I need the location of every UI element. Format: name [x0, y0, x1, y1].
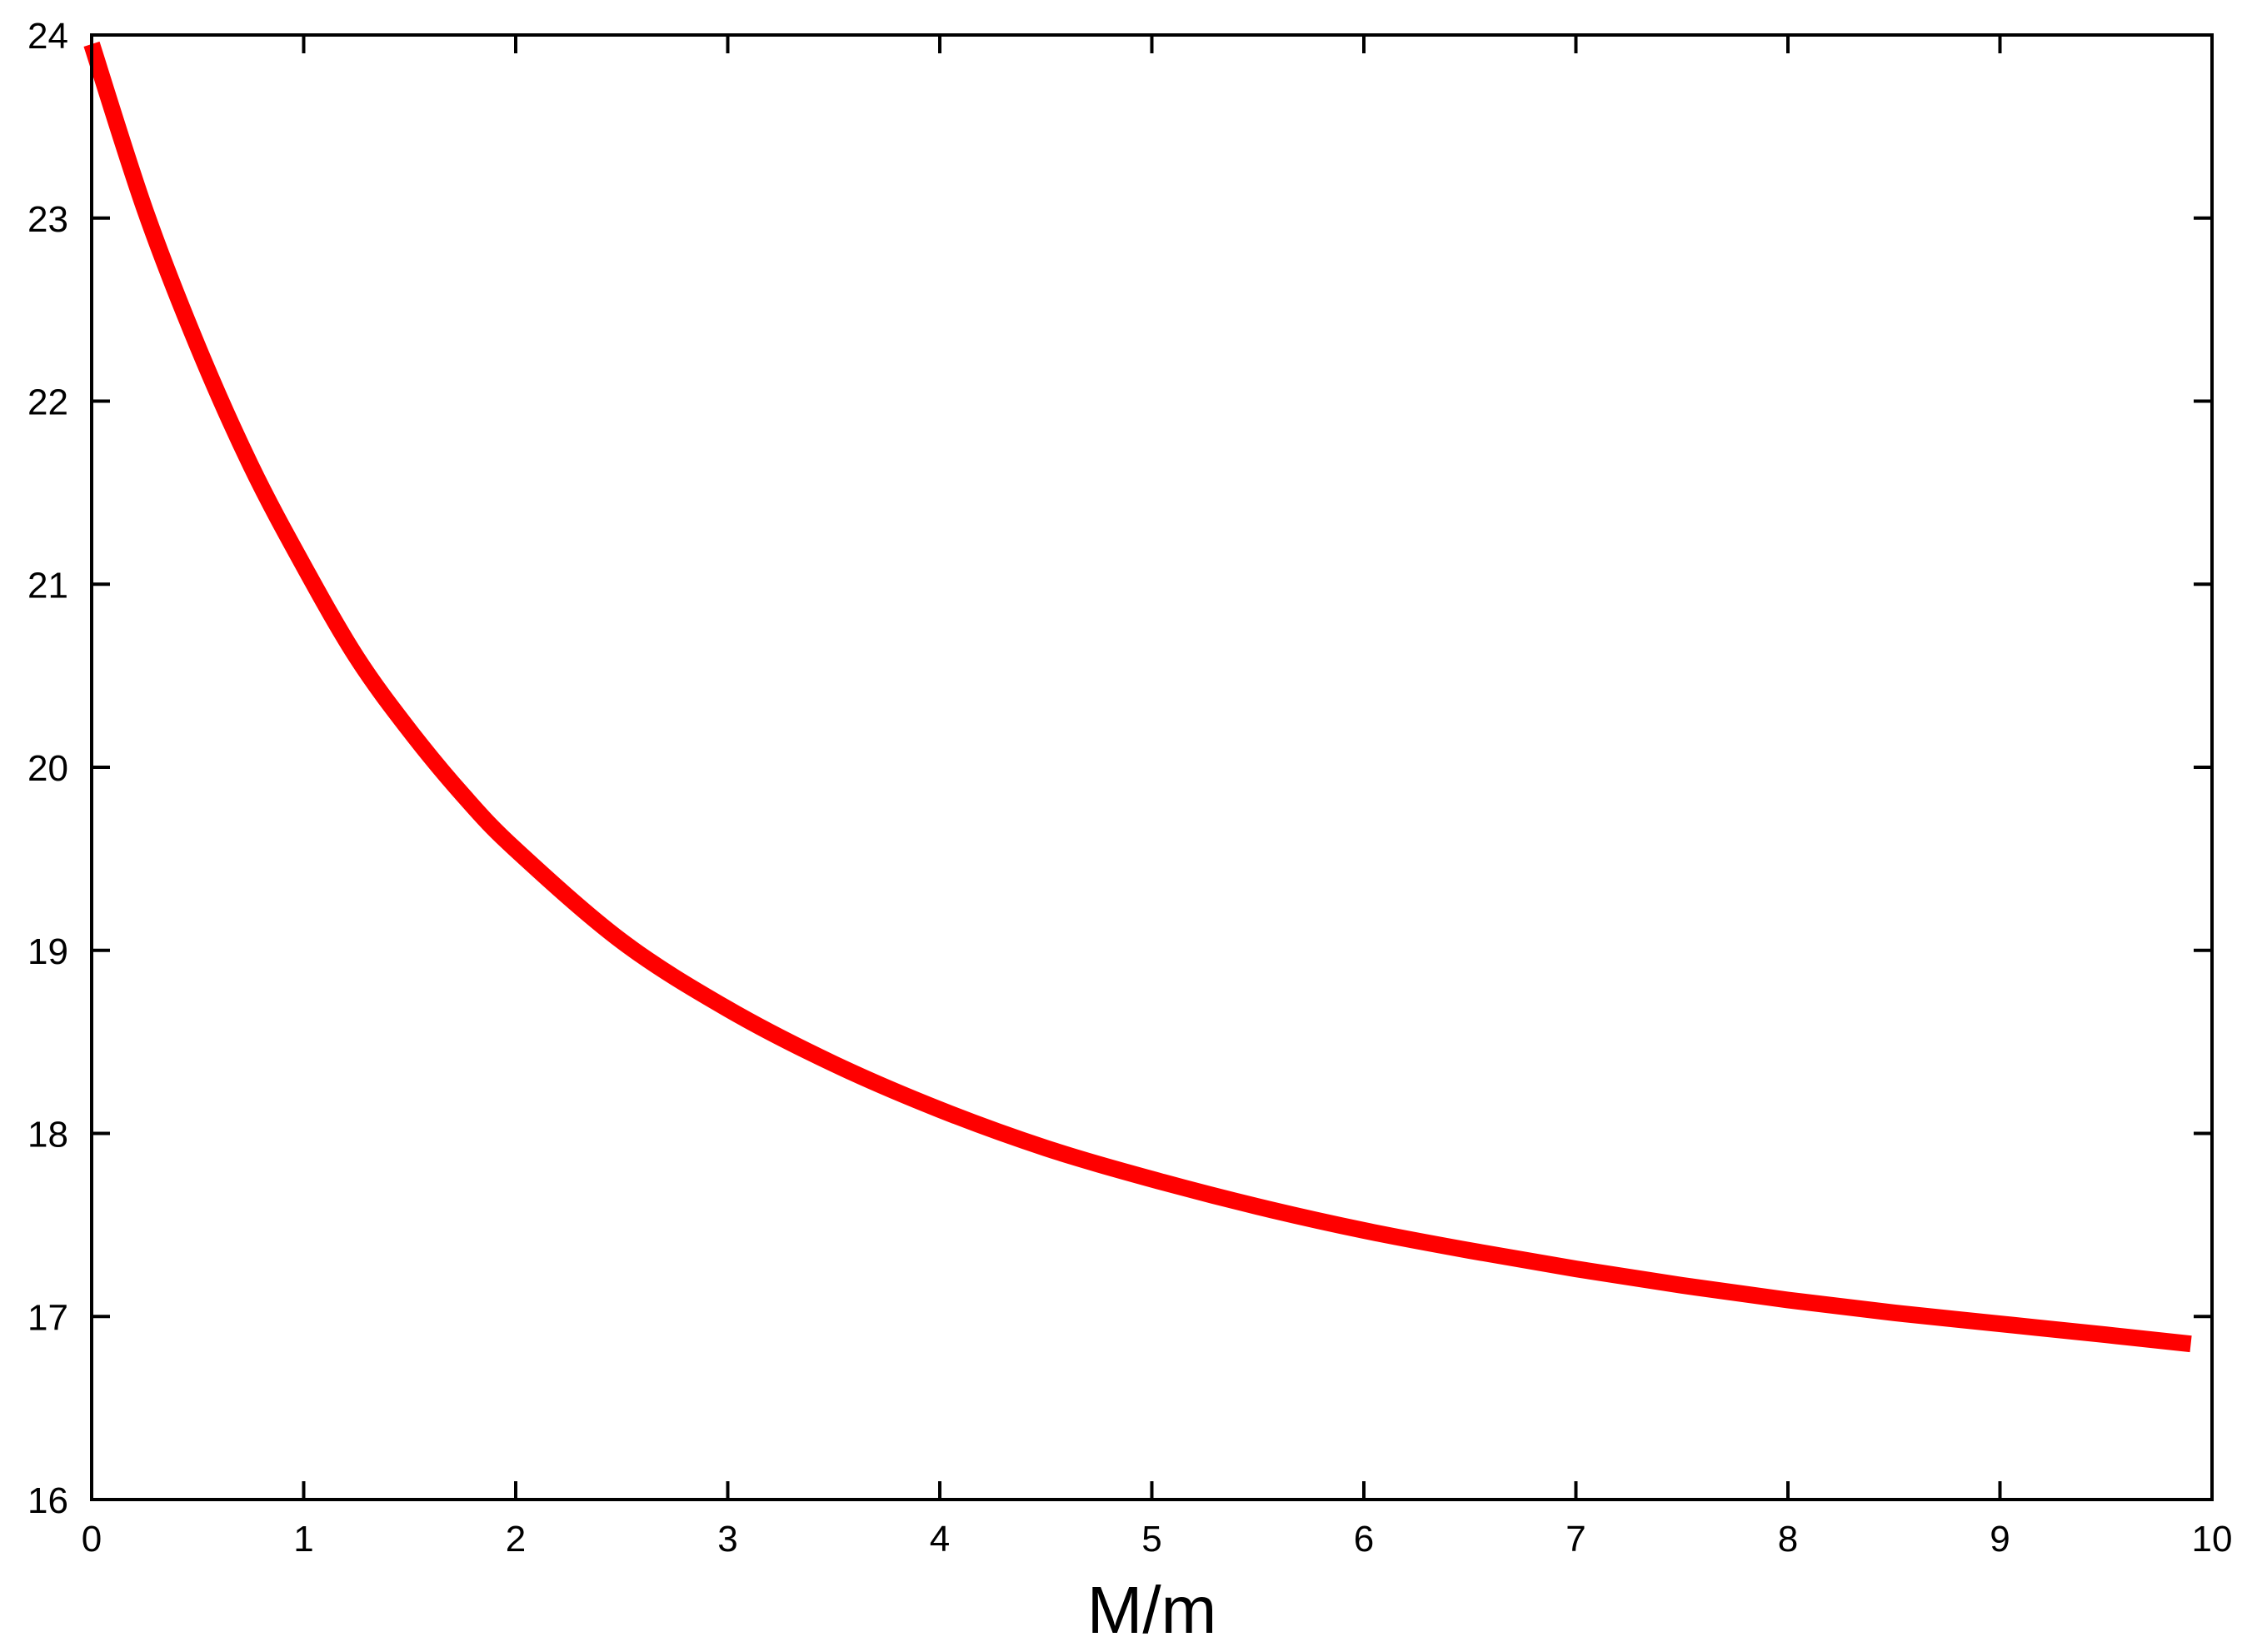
x-tick-label: 2 — [506, 1519, 526, 1560]
y-tick-label: 18 — [27, 1115, 68, 1155]
x-tick-label: 7 — [1565, 1519, 1585, 1560]
series-line — [83, 41, 2192, 1353]
x-tick-label: 6 — [1354, 1519, 1374, 1560]
x-tick-label: 3 — [717, 1519, 737, 1560]
x-axis-label: M/m — [1087, 1573, 1217, 1647]
y-tick-label: 19 — [27, 931, 68, 972]
x-tick-label: 4 — [930, 1519, 950, 1560]
y-tick-label: 16 — [27, 1480, 68, 1521]
x-tick-label: 8 — [1778, 1519, 1798, 1560]
x-tick-label: 0 — [82, 1519, 102, 1560]
x-tick-label: 10 — [2192, 1519, 2233, 1560]
plot-frame — [90, 33, 2214, 1501]
x-tick-label: 9 — [1990, 1519, 2010, 1560]
y-tick-label: 17 — [27, 1297, 68, 1338]
y-tick-label: 21 — [27, 565, 68, 606]
series-layer — [83, 41, 2192, 1353]
y-tick-label: 24 — [27, 16, 68, 57]
y-tick-label: 23 — [27, 199, 68, 240]
y-tick-label: 20 — [27, 748, 68, 789]
x-tick-label: 1 — [293, 1519, 313, 1560]
x-tick-label: 5 — [1141, 1519, 1161, 1560]
y-tick-label: 22 — [27, 382, 68, 423]
